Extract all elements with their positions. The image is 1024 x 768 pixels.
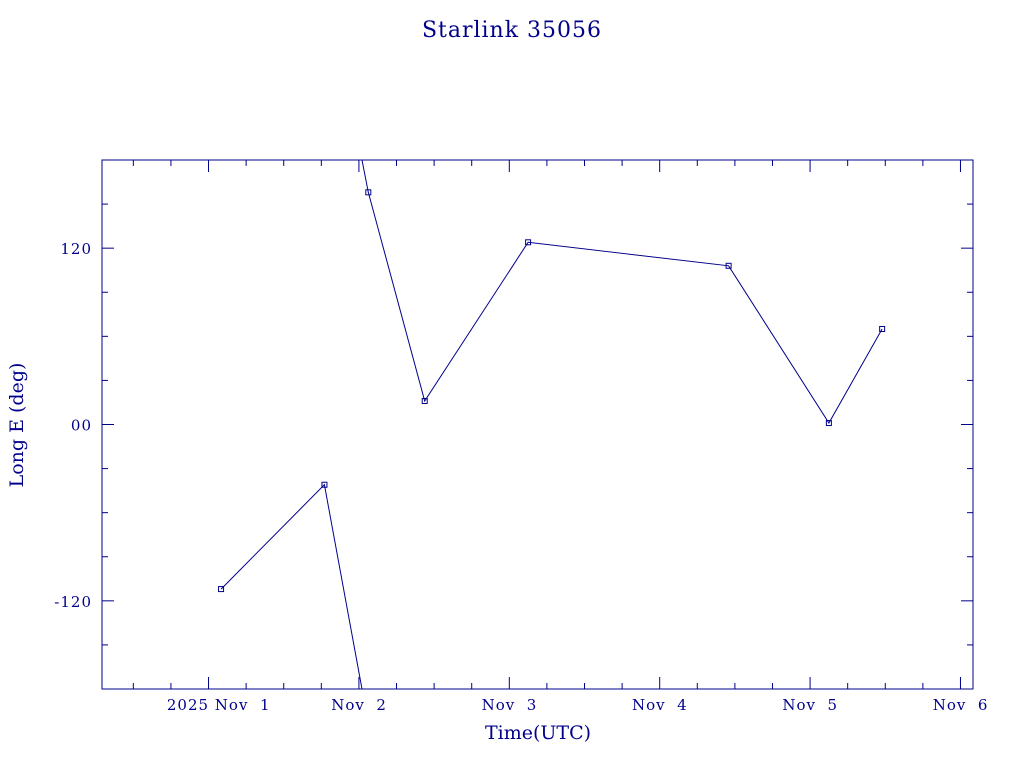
series-group	[218, 159, 886, 690]
data-point	[421, 397, 428, 404]
y-tick-label: 120	[60, 240, 92, 258]
axis-ticks	[102, 160, 973, 689]
y-tick-label: 00	[71, 417, 92, 435]
data-point	[321, 481, 328, 488]
x-tick-label: Nov 2	[331, 696, 387, 714]
x-tick-labels: 2025 Nov 1 Nov 2 Nov 3 Nov 4 Nov 5 Nov 6	[167, 696, 989, 714]
series-line	[220, 483, 363, 690]
data-point	[725, 262, 732, 269]
data-point	[218, 586, 225, 593]
y-tick-label: -120	[54, 593, 92, 611]
x-tick-label: Nov 5	[782, 696, 838, 714]
data-point	[365, 189, 372, 196]
data-point	[879, 325, 886, 332]
data-point	[525, 239, 532, 246]
y-tick-labels: -120 00 120	[54, 240, 92, 611]
chart-title: Starlink 35056	[422, 18, 602, 43]
plot-frame	[101, 159, 974, 690]
data-point	[825, 420, 832, 427]
x-tick-label: Nov 4	[632, 696, 688, 714]
x-tick-label: Nov 3	[482, 696, 538, 714]
y-axis-label: Long E (deg)	[6, 363, 28, 488]
series-line	[361, 159, 883, 424]
x-axis-label: Time(UTC)	[485, 722, 591, 744]
x-tick-label: Nov 6	[933, 696, 989, 714]
x-tick-label: 2025 Nov 1	[167, 696, 271, 714]
